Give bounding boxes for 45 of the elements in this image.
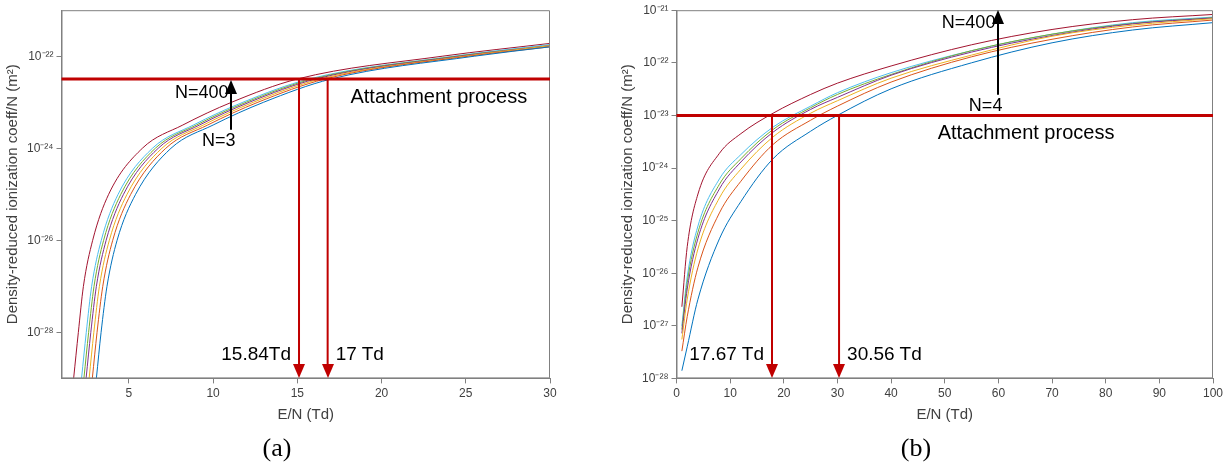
- x-tick-label: 100: [1202, 385, 1224, 400]
- x-tick-label: 90: [1152, 385, 1167, 400]
- text: (b): [900, 433, 932, 463]
- x-axis-title: E/N (Td): [277, 404, 335, 422]
- ref-line-label: Attachment process: [937, 120, 1115, 143]
- y-tick-label: 10⁻²⁴: [27, 140, 54, 155]
- y-tick-label: 10⁻²⁸: [642, 370, 669, 385]
- x-tick-label: 10: [723, 385, 738, 400]
- ref-line-label: Attachment process: [350, 84, 528, 107]
- y-tick-label: 10⁻²⁴: [642, 160, 669, 175]
- y-tick-label: 10⁻²⁶: [642, 265, 669, 280]
- y-tick-label: 10⁻²⁸: [27, 324, 54, 339]
- y-tick-label: 10⁻²²: [28, 48, 54, 63]
- x-tick-label: 30: [830, 385, 845, 400]
- y-tick-label: 10⁻²²: [643, 55, 669, 70]
- x-axis-title: E/N (Td): [916, 404, 974, 422]
- y-axis-title: Density-reduced ionization coeff/N (m²): [618, 64, 636, 325]
- x-tick-label: 5: [125, 385, 133, 400]
- y-tick-label: 10⁻²³: [643, 107, 669, 122]
- y-tick-label: 10⁻²⁵: [642, 212, 669, 227]
- text: (a): [262, 433, 292, 463]
- x-tick-label: 80: [1099, 385, 1113, 400]
- x-tick-label: 60: [991, 385, 1006, 400]
- y-axis-title: Density-reduced ionization coeff/N (m²): [3, 64, 21, 325]
- annotation: N=4: [968, 94, 1003, 115]
- annotation: N=400: [941, 12, 996, 33]
- y-tick-label: 10⁻²⁶: [27, 232, 54, 247]
- x-tick-label: 25: [459, 385, 473, 400]
- x-tick-label: 15: [290, 385, 305, 400]
- x-tick-label: 50: [938, 385, 952, 400]
- y-tick-label: 10⁻²¹: [643, 2, 669, 17]
- x-tick-label: 20: [777, 385, 791, 400]
- ref-line-label: 17.67 Td: [689, 343, 764, 365]
- x-tick-label: 0: [673, 385, 681, 400]
- y-tick-label: 10⁻²⁷: [642, 318, 669, 333]
- annotation: N=3: [201, 129, 236, 150]
- x-tick-label: 10: [206, 385, 221, 400]
- x-tick-label: 70: [1045, 385, 1060, 400]
- x-tick-label: 40: [884, 385, 899, 400]
- x-tick-label: 30: [543, 385, 557, 400]
- ref-line-label: 17 Td: [335, 343, 384, 365]
- ref-line-label: 30.56 Td: [847, 343, 922, 365]
- x-tick-label: 20: [374, 385, 389, 400]
- ref-line-label: 15.84Td: [221, 343, 292, 365]
- annotation: N=400: [174, 82, 229, 103]
